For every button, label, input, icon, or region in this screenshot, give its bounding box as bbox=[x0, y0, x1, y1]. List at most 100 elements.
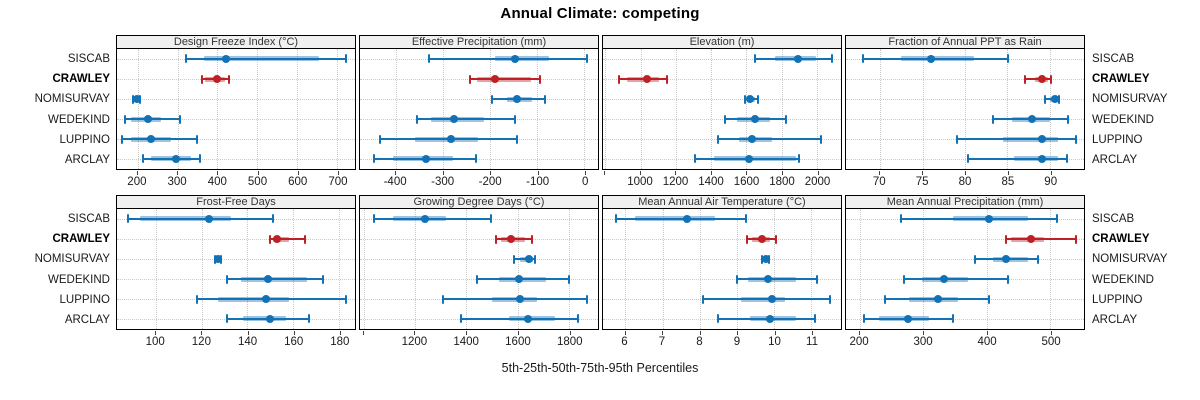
interval-5-95 bbox=[901, 217, 1057, 220]
median-dot bbox=[761, 255, 770, 263]
x-tick-label: 600 bbox=[288, 176, 308, 188]
whisker-cap bbox=[1058, 94, 1061, 104]
whisker-cap bbox=[308, 314, 311, 324]
x-tick-label: -200 bbox=[478, 176, 502, 188]
median-dot bbox=[758, 235, 767, 243]
median-dot bbox=[940, 275, 949, 283]
gridline-vertical bbox=[1007, 49, 1009, 169]
x-tick-label: 120 bbox=[191, 336, 211, 348]
x-tick-mark bbox=[859, 331, 861, 335]
panel-body bbox=[845, 208, 1085, 330]
panel-strip-title: Mean Annual Air Temperature (°C) bbox=[602, 195, 842, 209]
whisker-cap bbox=[861, 54, 864, 64]
panel-effective-precipitation-mm: Effective Precipitation (mm) bbox=[359, 35, 599, 170]
x-axis-mean-annual-air-temperature-c: 6 7 8 9 10 11 bbox=[602, 331, 842, 352]
x-tick-label: 400 bbox=[207, 176, 227, 188]
whisker-cap bbox=[513, 254, 516, 264]
whisker-cap bbox=[344, 294, 347, 304]
whisker-cap bbox=[615, 214, 618, 224]
interval-5-95 bbox=[956, 138, 1077, 140]
whisker-cap bbox=[702, 294, 705, 304]
x-tick-mark bbox=[585, 171, 587, 175]
whisker-cap bbox=[863, 314, 866, 324]
gridline-vertical bbox=[774, 209, 776, 329]
row-labels-right: SISCAB CRAWLEY NOMISURVAY WEDEKIND LUPPINO AR… bbox=[1087, 49, 1198, 170]
interval-5-95 bbox=[128, 217, 273, 220]
median-dot bbox=[446, 135, 455, 143]
gridline-horizontal bbox=[117, 159, 355, 160]
interval-5-95 bbox=[186, 57, 346, 60]
gridline-vertical bbox=[217, 49, 219, 169]
whisker-cap bbox=[427, 54, 430, 64]
panel-body bbox=[845, 48, 1085, 170]
whisker-cap bbox=[992, 114, 995, 124]
x-tick-mark bbox=[537, 171, 539, 175]
interval-5-95 bbox=[903, 278, 1009, 280]
x-tick-mark bbox=[737, 331, 738, 335]
gridline-horizontal bbox=[846, 119, 1084, 120]
whisker-cap bbox=[123, 114, 126, 124]
row-label-crawley: CRAWLEY bbox=[52, 73, 111, 86]
gridline-vertical bbox=[880, 49, 881, 169]
median-dot bbox=[766, 314, 775, 323]
whisker-cap bbox=[543, 94, 546, 104]
gridline-horizontal bbox=[360, 99, 598, 100]
median-dot bbox=[266, 314, 275, 323]
panel-growing-degree-days-c: Growing Degree Days (°C) bbox=[359, 195, 599, 330]
whisker-cap bbox=[743, 94, 746, 104]
whisker-cap bbox=[515, 134, 518, 144]
whisker-cap bbox=[321, 274, 324, 284]
gridline-vertical bbox=[568, 209, 570, 329]
whisker-cap bbox=[530, 234, 533, 244]
row-label-nomisurvay: NOMISURVAY bbox=[34, 93, 110, 106]
x-axis-elevation-m: 1000 1200 1400 1600 1800 2000 bbox=[602, 171, 842, 192]
x-tick-label: 1000 bbox=[627, 176, 653, 188]
x-tick-mark bbox=[569, 331, 571, 335]
panel-body bbox=[116, 48, 356, 170]
gridline-horizontal bbox=[603, 58, 841, 60]
gridline-horizontal bbox=[360, 239, 598, 240]
gridline-horizontal bbox=[360, 259, 598, 260]
interval-5-95 bbox=[460, 317, 578, 320]
x-tick-label: -100 bbox=[526, 176, 550, 188]
x-tick-mark bbox=[217, 171, 219, 175]
x-tick-label: 8 bbox=[696, 336, 703, 348]
row-label-nomisurvay: NOMISURVAY bbox=[1092, 253, 1168, 266]
x-tick-mark bbox=[136, 171, 138, 175]
gridline-vertical bbox=[247, 209, 249, 329]
x-tick-label: 700 bbox=[328, 176, 348, 188]
whisker-cap bbox=[474, 154, 477, 164]
x-axis-effective-precipitation-mm: -400 -300 -200 -100 0 bbox=[359, 171, 599, 192]
whisker-cap bbox=[127, 214, 130, 224]
interval-5-95 bbox=[718, 138, 822, 140]
median-dot bbox=[132, 95, 141, 103]
median-dot bbox=[1051, 95, 1060, 103]
median-dot bbox=[793, 54, 802, 63]
whisker-cap bbox=[785, 114, 788, 124]
x-tick-label: 300 bbox=[913, 336, 933, 348]
gridline-vertical bbox=[746, 49, 748, 169]
whisker-cap bbox=[489, 214, 492, 224]
interval-5-95 bbox=[616, 217, 747, 220]
median-dot bbox=[515, 295, 524, 303]
row-label-wedekind: WEDEKIND bbox=[48, 113, 110, 126]
gridline-vertical bbox=[781, 49, 783, 169]
whisker-cap bbox=[468, 74, 471, 84]
whisker-cap bbox=[373, 154, 376, 164]
panel-frost-free-days: Frost-Free Days bbox=[116, 195, 356, 330]
row-label-crawley: CRAWLEY bbox=[52, 233, 111, 246]
interval-5-95 bbox=[863, 57, 1008, 60]
gridline-vertical bbox=[859, 209, 861, 329]
gridline-vertical bbox=[177, 49, 179, 169]
gridline-vertical bbox=[662, 209, 664, 329]
x-tick-label: 160 bbox=[284, 336, 304, 348]
median-dot bbox=[450, 115, 459, 123]
interval-5-95 bbox=[514, 258, 535, 260]
x-tick-mark bbox=[746, 171, 748, 175]
whisker-cap bbox=[372, 214, 375, 224]
x-tick-label: 1200 bbox=[662, 176, 689, 188]
median-dot bbox=[515, 275, 524, 283]
panel-strip-title: Design Freeze Index (°C) bbox=[116, 35, 356, 49]
row-label-nomisurvay: NOMISURVAY bbox=[34, 253, 110, 266]
gridline-horizontal bbox=[117, 79, 355, 80]
